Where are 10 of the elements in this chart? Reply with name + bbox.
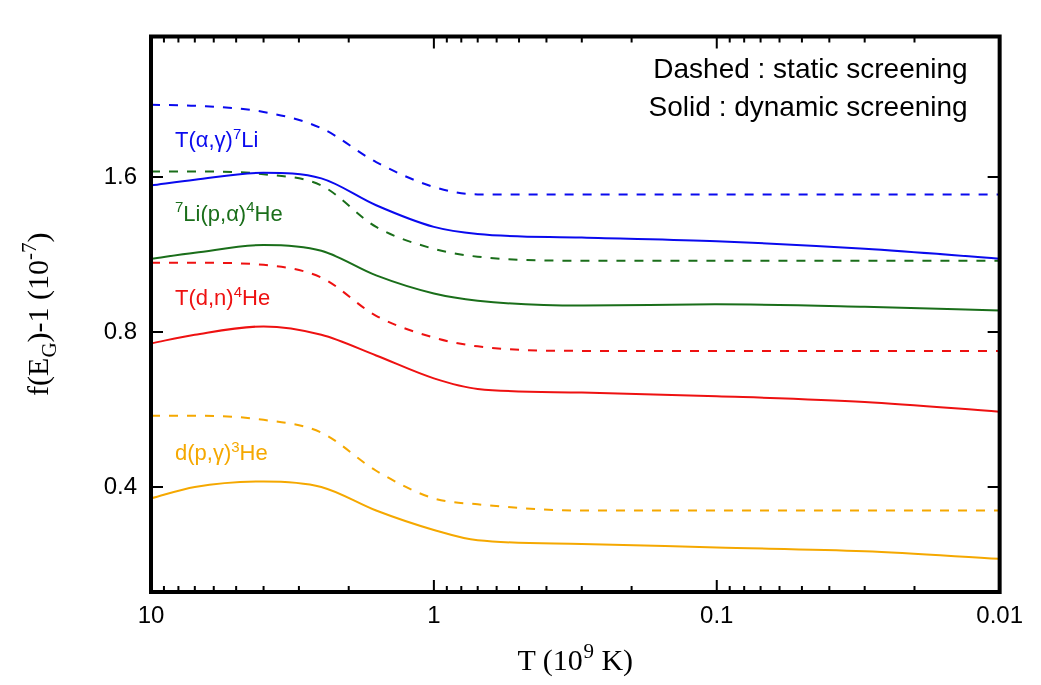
x-tick-label: 0.01 [976, 601, 1023, 629]
x-tick-label: 0.1 [700, 601, 734, 629]
y-tick-label: 0.8 [103, 316, 137, 344]
annotation: Dashed : static screening [653, 53, 968, 85]
y-tick-label: 1.6 [103, 161, 137, 189]
x-tick-label: 1 [427, 601, 441, 629]
y-axis-title: f(EG)-1 (10-7) [17, 232, 61, 396]
annotation: Solid : dynamic screening [648, 91, 968, 123]
x-tick-label: 10 [137, 601, 165, 629]
y-tick-label: 0.4 [103, 471, 137, 499]
